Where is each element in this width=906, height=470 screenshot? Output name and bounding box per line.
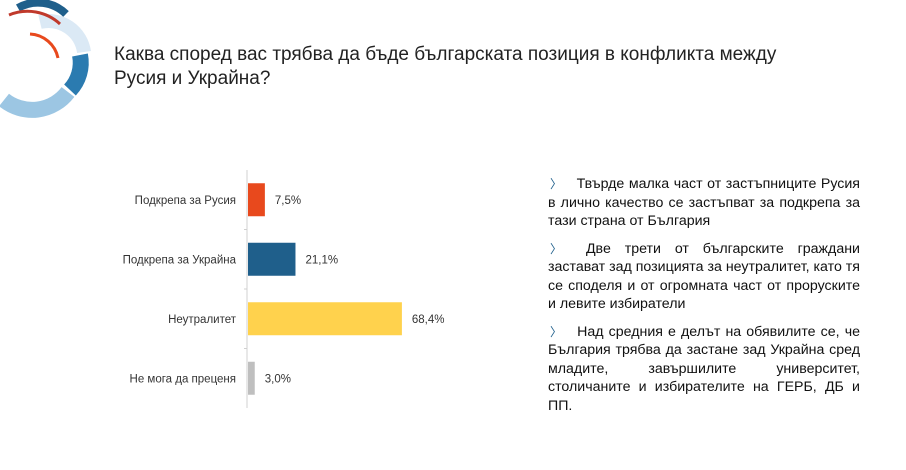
chevron-right-icon: 〉 xyxy=(550,324,564,339)
page-title: Каква според вас трябва да бъде българск… xyxy=(114,44,777,89)
category-label: Не мога да преценя xyxy=(130,373,236,385)
bar xyxy=(248,242,296,276)
data-label: 7,5% xyxy=(275,195,301,207)
bullet-text: Над средния е делът на обявилите се, че … xyxy=(548,323,860,414)
data-label: 68,4% xyxy=(412,314,445,326)
bullet-item: 〉 Над средния е делът на обявилите се, че… xyxy=(548,323,860,416)
category-label: Подкрепа за Русия xyxy=(135,195,236,207)
bullet-text: Твърде малка част от застъпниците Русия … xyxy=(548,176,860,229)
data-label: 21,1% xyxy=(305,254,338,266)
bar xyxy=(248,183,265,217)
bar xyxy=(248,302,402,336)
bullet-list: 〉 Твърде малка част от застъпниците Русия… xyxy=(548,175,860,424)
chevron-right-icon: 〉 xyxy=(550,241,572,256)
bullet-item: 〉 Две трети от българските граждани заста… xyxy=(548,240,860,314)
category-label: Неутралитет xyxy=(168,314,237,326)
bullet-item: 〉 Твърде малка част от застъпниците Русия… xyxy=(548,175,860,231)
bullet-text: Две трети от българските граждани застав… xyxy=(548,240,860,313)
data-label: 3,0% xyxy=(265,373,291,385)
logo-icon xyxy=(0,0,91,118)
bar-chart: Подкрепа за Русия 7,5% Подкрепа за Украйна… xyxy=(123,170,445,408)
chevron-right-icon: 〉 xyxy=(550,177,563,191)
category-label: Подкрепа за Украйна xyxy=(123,254,237,266)
bar xyxy=(248,361,255,395)
